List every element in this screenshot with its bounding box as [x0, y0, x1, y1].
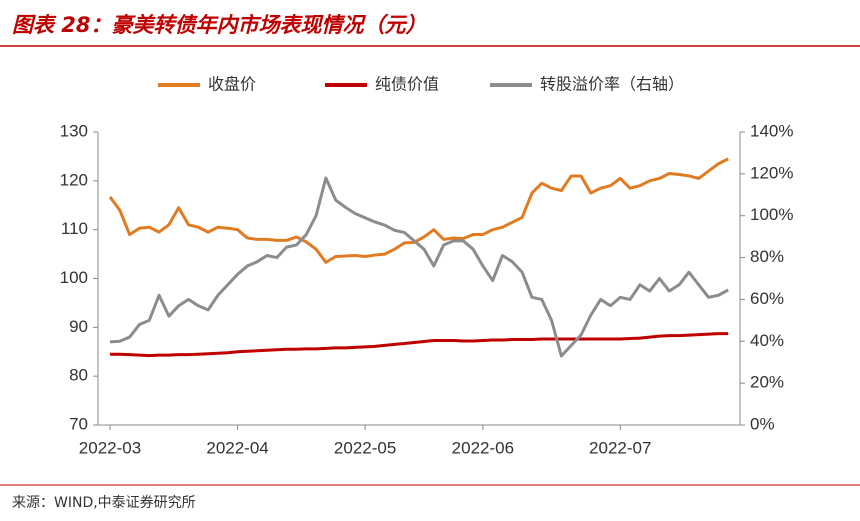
y-tick-label: 100	[60, 268, 88, 287]
y2-tick-label: 40%	[750, 331, 784, 350]
legend-label: 纯债价值	[375, 75, 439, 94]
x-tick-label: 2022-06	[452, 438, 514, 457]
chart-title: 图表 28：豪美转债年内市场表现情况（元）	[12, 13, 427, 37]
y2-tick-label: 60%	[750, 289, 784, 308]
x-tick-label: 2022-04	[206, 438, 268, 457]
x-tick-label: 2022-07	[589, 438, 651, 457]
legend-label: 收盘价	[208, 75, 256, 94]
y2-tick-label: 140%	[750, 121, 793, 140]
series-line	[109, 176, 729, 358]
y-tick-label: 110	[61, 219, 88, 238]
y2-tick-label: 20%	[750, 373, 784, 392]
y-tick-label: 120	[60, 170, 88, 189]
legend-label: 转股溢价率（右轴）	[540, 75, 684, 94]
source: 来源：WIND,中泰证券研究所	[12, 495, 196, 511]
x-tick-label: 2022-05	[334, 438, 396, 457]
series-line	[110, 332, 729, 358]
y2-tick-label: 120%	[750, 163, 793, 182]
y2-tick-label: 0%	[750, 414, 775, 433]
y2-tick-label: 100%	[750, 205, 793, 224]
y-tick-label: 70	[69, 414, 88, 433]
y-tick-label: 130	[60, 121, 88, 140]
x-tick-label: 2022-03	[79, 438, 141, 457]
series-line	[108, 157, 729, 264]
y2-tick-label: 80%	[750, 247, 784, 266]
y-tick-label: 90	[69, 317, 88, 336]
y-tick-label: 80	[69, 366, 88, 385]
